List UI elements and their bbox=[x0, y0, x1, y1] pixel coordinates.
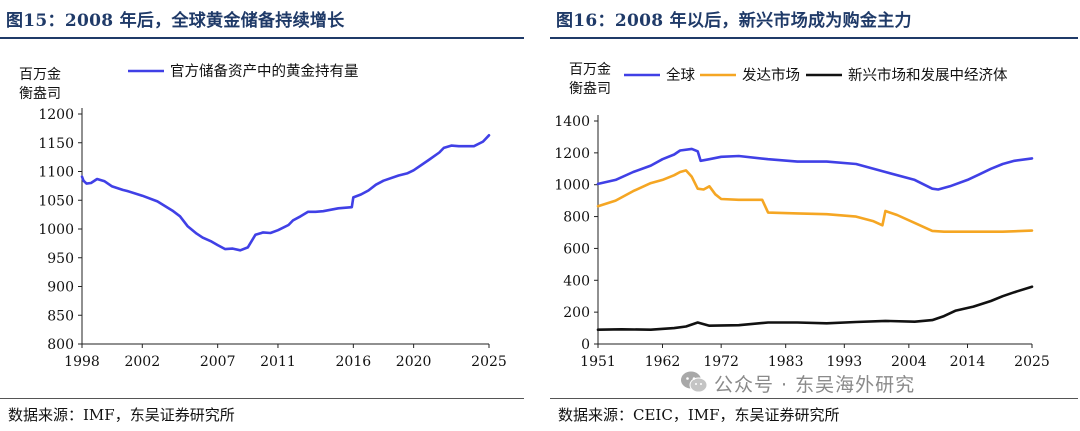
series-line bbox=[596, 147, 1034, 191]
x-tick-label: 1998 bbox=[64, 354, 100, 370]
figure-title: 图16：2008 年以后，新兴市场成为购金主力 bbox=[556, 11, 912, 31]
legend-label: 发达市场 bbox=[742, 67, 800, 84]
source-rule bbox=[550, 398, 1078, 399]
y-tick-label: 1000 bbox=[38, 222, 74, 238]
x-tick-label: 2016 bbox=[336, 354, 372, 370]
source-note: 数据来源：IMF，东吴证券研究所 bbox=[8, 406, 235, 424]
y-tick-label: 900 bbox=[47, 280, 74, 296]
x-tick-label: 2002 bbox=[124, 354, 160, 370]
x-tick-label: 1962 bbox=[645, 354, 681, 370]
figure-title: 图15：2008 年后，全球黄金储备持续增长 bbox=[6, 11, 345, 31]
title-rule bbox=[550, 37, 1078, 39]
y-tick-label: 200 bbox=[563, 305, 590, 321]
y-tick-label: 1150 bbox=[38, 136, 74, 152]
wechat-icon bbox=[681, 371, 708, 393]
x-tick-label: 2014 bbox=[950, 354, 986, 370]
unit-label: 衡盎司 bbox=[569, 81, 611, 97]
series-line bbox=[596, 285, 1034, 332]
title-rule bbox=[0, 37, 524, 39]
unit-label: 百万金 bbox=[569, 62, 611, 78]
series-line bbox=[80, 134, 491, 252]
figure-15: 图15：2008 年后，全球黄金储备持续增长 百万金衡盎司 800 850 900 95… bbox=[0, 0, 530, 431]
unit-label: 衡盎司 bbox=[19, 86, 61, 102]
series-line bbox=[596, 169, 1034, 233]
figure-16: 图16：2008 年以后，新兴市场成为购金主力 百万金衡盎司 0 200 400 600… bbox=[550, 0, 1080, 431]
x-tick-label: 1983 bbox=[768, 354, 804, 370]
legend-label: 新兴市场和发展中经济体 bbox=[848, 67, 1008, 84]
x-tick-label: 1972 bbox=[703, 354, 739, 370]
x-tick-label: 2011 bbox=[260, 354, 296, 370]
unit-label: 百万金 bbox=[19, 67, 61, 83]
y-tick-label: 1200 bbox=[38, 107, 74, 123]
y-tick-label: 1100 bbox=[38, 165, 74, 181]
y-tick-label: 800 bbox=[47, 337, 74, 353]
y-tick-label: 400 bbox=[563, 273, 590, 289]
x-tick-label: 2025 bbox=[471, 354, 507, 370]
y-tick-label: 1200 bbox=[554, 146, 590, 162]
legend-label: 官方储备资产中的黄金持有量 bbox=[170, 63, 359, 80]
y-tick-label: 950 bbox=[47, 251, 74, 267]
y-tick-label: 600 bbox=[563, 241, 590, 257]
y-tick-label: 0 bbox=[581, 337, 590, 353]
x-tick-label: 2007 bbox=[200, 354, 236, 370]
y-tick-label: 850 bbox=[47, 308, 74, 324]
watermark: 公众号 · 东吴海外研究 bbox=[680, 368, 1060, 400]
x-tick-label: 2025 bbox=[1014, 354, 1050, 370]
x-tick-label: 1951 bbox=[580, 354, 616, 370]
watermark-text: 公众号 · 东吴海外研究 bbox=[714, 374, 916, 396]
x-tick-label: 2004 bbox=[891, 354, 927, 370]
source-rule bbox=[0, 398, 524, 399]
y-tick-label: 1050 bbox=[38, 193, 74, 209]
legend-label: 全球 bbox=[666, 66, 695, 84]
y-tick-label: 1400 bbox=[554, 114, 590, 130]
source-note: 数据来源：CEIC，IMF，东吴证券研究所 bbox=[558, 406, 840, 424]
x-tick-label: 2020 bbox=[396, 354, 432, 370]
y-tick-label: 1000 bbox=[554, 178, 590, 194]
x-tick-label: 1993 bbox=[827, 354, 863, 370]
y-tick-label: 800 bbox=[563, 210, 590, 226]
